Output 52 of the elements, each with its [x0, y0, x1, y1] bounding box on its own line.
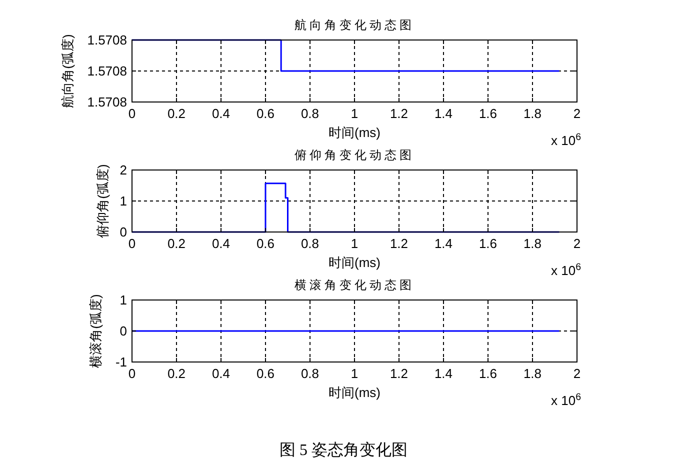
x-tick-label: 0.6 [256, 366, 275, 381]
x-axis-title: 时间(ms) [328, 385, 380, 400]
chart-title: 横滚角变化动态图 [294, 278, 414, 292]
x-tick-label: 1.2 [390, 236, 408, 251]
y-tick-label: -1 [115, 354, 127, 370]
x-tick-label: 1.8 [523, 106, 542, 121]
x-tick-label: 0.4 [212, 366, 230, 381]
y-tick-label: 1.5708 [87, 64, 127, 79]
x-tick-label: 1.4 [434, 236, 453, 251]
x-tick-label: 0.8 [300, 366, 320, 381]
x-tick-label: 1.6 [478, 236, 498, 251]
x-tick-label: 0.2 [167, 236, 186, 251]
x-tick-label: 1.6 [478, 366, 498, 381]
y-tick-label: 2 [120, 162, 127, 178]
y-tick-label: 1 [120, 194, 127, 209]
chart-title: 俯仰角变化动态图 [294, 148, 414, 162]
x-tick-label: 2 [573, 366, 581, 381]
x-tick-label: 1 [350, 236, 358, 251]
text: x 10$^{6}$ [550, 132, 581, 148]
x-tick-label: 1.4 [434, 106, 453, 121]
x-tick-label: 1.8 [523, 366, 542, 381]
x-tick-label: 1.4 [434, 366, 453, 381]
x-tick-label: 1.2 [390, 106, 408, 121]
x-tick-label: 1 [350, 366, 358, 381]
x-tick-label: 1.6 [478, 106, 498, 121]
y-tick-label: 0 [120, 224, 127, 240]
y-tick-label: 1.5708 [87, 94, 127, 110]
x-tick-label: 1.2 [390, 366, 408, 381]
y-axis-title: 航向角(弧度) [60, 34, 75, 108]
x-axis-title: 时间(ms) [328, 255, 380, 270]
x-tick-label: 0.2 [167, 106, 186, 121]
x-tick-label: 1 [350, 106, 358, 121]
text: x 10$^{6}$ [550, 262, 581, 278]
y-tick-label: 1.5708 [87, 32, 127, 48]
caption: 图 5 姿态角变化图 [280, 441, 408, 459]
x-tick-label: 2 [573, 106, 581, 121]
y-tick-label: 1 [120, 292, 127, 308]
x-tick-label: 0.8 [300, 106, 320, 121]
x-axis-title: 时间(ms) [328, 125, 380, 140]
y-tick-label: 0 [120, 324, 127, 339]
x-tick-label: 0.2 [167, 366, 186, 381]
x-tick-label: 0.6 [256, 236, 275, 251]
x-tick-label: 0.8 [300, 236, 320, 251]
x-tick-label: 0.6 [256, 106, 275, 121]
chart-title: 航向角变化动态图 [294, 18, 414, 32]
x-tick-label: 2 [573, 236, 581, 251]
text: x 10$^{6}$ [550, 392, 581, 408]
x-tick-label: 0.4 [212, 236, 230, 251]
x-tick-label: 0.4 [212, 106, 230, 121]
y-axis-title: 俯仰角(弧度) [95, 164, 110, 238]
y-axis-title: 横滚角(弧度) [88, 294, 103, 368]
x-tick-label: 1.8 [523, 236, 542, 251]
